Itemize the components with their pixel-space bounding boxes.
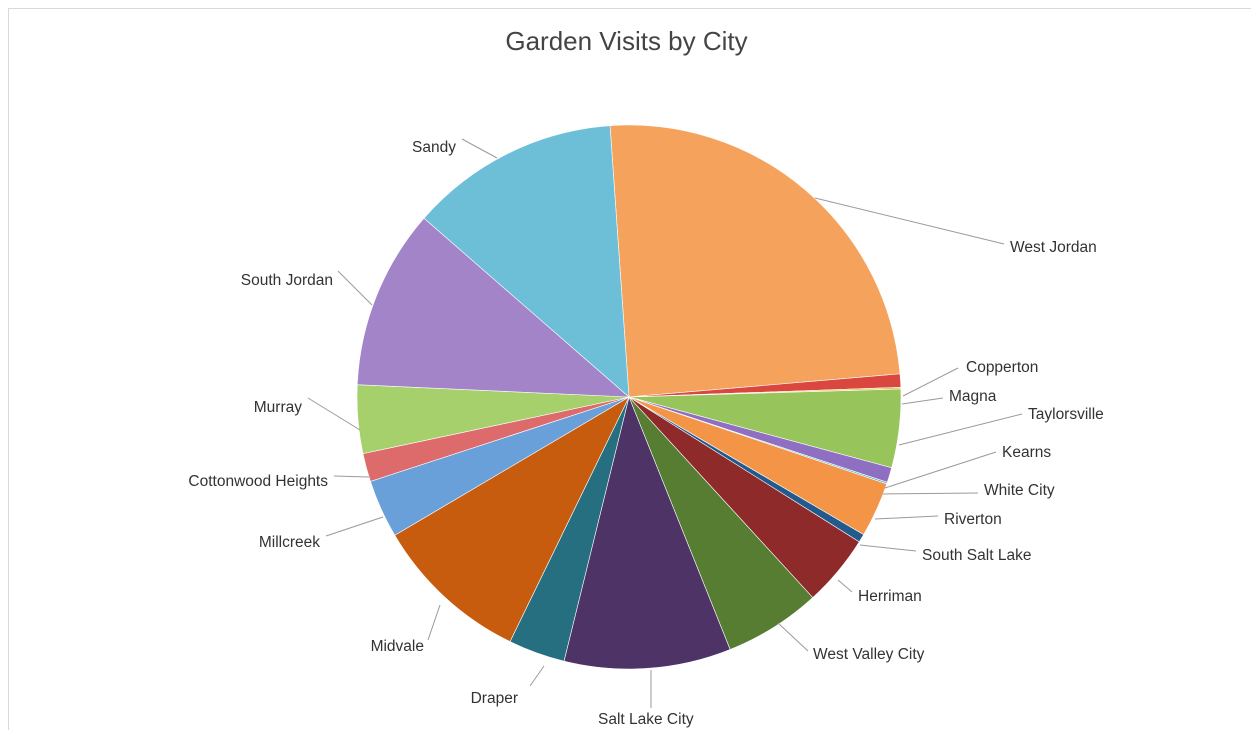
slice-label: Magna [949,388,997,405]
leader-line [814,197,1005,245]
leader-line [427,604,441,641]
pie-slice-south-jordan [356,217,630,398]
slice-label: Murray [254,399,302,416]
leader-line [882,492,979,495]
slice-label: West Valley City [813,646,925,663]
leader-line [901,397,944,405]
leader-line [859,544,917,552]
slice-label: White City [984,482,1055,499]
slice-label: Herriman [858,588,922,605]
leader-line [337,270,373,306]
leader-line [529,665,545,687]
pie-slice-salt-lake-city [563,396,731,670]
leader-line [461,138,498,159]
chart-title: Garden Visits by City [505,26,748,56]
leader-line [902,367,959,397]
chart-frame [8,8,1251,730]
slice-label: Taylorsville [1028,406,1104,423]
slice-label: West Jordan [1010,239,1097,256]
slice-label: Salt Lake City [598,711,694,728]
pie-slices [356,124,902,670]
leader-lines [307,138,1023,708]
leader-line [307,397,361,431]
slice-label: Cottonwood Heights [188,473,328,490]
pie-slice-sandy [423,125,630,398]
slice-label: Sandy [412,139,456,156]
slice-label: Millcreek [259,534,320,551]
leader-line [898,413,1023,446]
leader-line [777,622,809,652]
leader-line [325,516,384,537]
leader-line [837,579,853,593]
slice-label: Kearns [1002,444,1051,461]
leader-line [884,451,997,489]
slice-label: Copperton [966,359,1038,376]
slice-label: Riverton [944,511,1002,528]
slice-label: South Jordan [241,272,333,289]
slice-label: South Salt Lake [922,547,1031,564]
slice-label: Draper [471,690,518,707]
leader-line [333,475,370,478]
slice-label: Midvale [371,638,424,655]
pie-slice-west-jordan [609,124,901,398]
pie-slice-midvale [394,396,630,643]
leader-line [874,515,939,520]
slice-labels: West Jordan Copperton Magna Taylorsville Kea… [188,139,1103,728]
